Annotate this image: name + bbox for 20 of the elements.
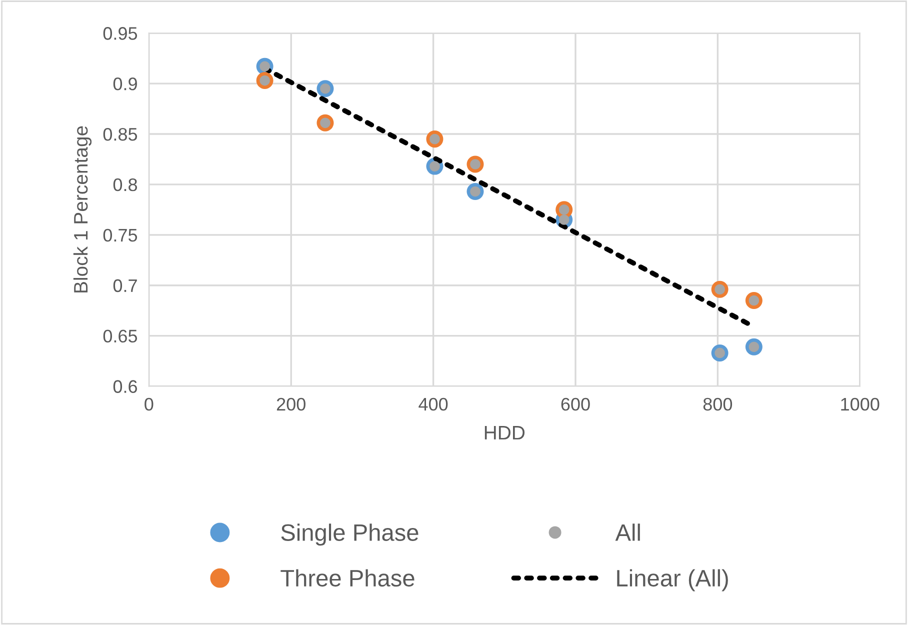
x-tick-label: 1000 [841, 398, 880, 411]
x-tick-label: 800 [703, 398, 732, 411]
x-tick-label: 0 [144, 398, 154, 411]
x-tick-label: 200 [276, 398, 306, 411]
y-tick-label: 0.95 [103, 27, 138, 40]
y-tick-label: 0.85 [103, 128, 138, 141]
x-tick-label: 400 [418, 398, 448, 411]
y-tick-label: 0.75 [103, 228, 138, 242]
x-axis-title: HDD [484, 426, 525, 440]
y-tick-label: 0.6 [113, 380, 138, 393]
y-tick-label: 0.7 [113, 279, 137, 292]
legend-label: All [615, 524, 640, 541]
y-tick-label: 0.8 [113, 178, 138, 192]
y-axis-title: Block 1 Percentage [73, 126, 92, 292]
legend-label: Linear (All) [617, 569, 728, 592]
legend-label: Single Phase [281, 524, 418, 546]
y-tick-label: 0.65 [103, 330, 138, 343]
legend-label: Three Phase [280, 569, 414, 587]
x-tick-label: 600 [561, 398, 590, 411]
y-tick-label: 0.9 [113, 78, 137, 90]
